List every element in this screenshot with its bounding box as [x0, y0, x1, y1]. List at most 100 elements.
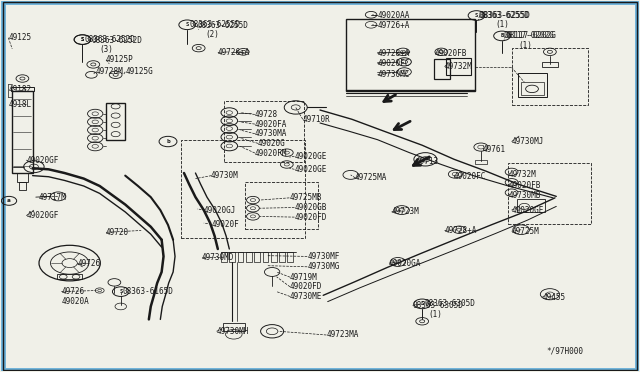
Text: 08363-6305D: 08363-6305D	[424, 299, 475, 308]
Text: 49725M: 49725M	[511, 227, 540, 236]
Text: 49713: 49713	[416, 157, 439, 166]
Text: 49125: 49125	[8, 33, 31, 42]
Bar	[12, 92, 33, 173]
Text: 4918L: 4918L	[8, 100, 31, 109]
Text: 08363-6255D: 08363-6255D	[478, 11, 529, 20]
Bar	[516, 199, 545, 212]
Text: 49020FD: 49020FD	[290, 282, 323, 291]
Text: 49726+A: 49726+A	[218, 48, 250, 57]
Bar	[223, 323, 245, 331]
Bar	[224, 101, 304, 162]
Text: 49020GE: 49020GE	[294, 165, 327, 174]
Text: a: a	[7, 198, 11, 203]
Bar	[244, 182, 318, 229]
Text: S: S	[475, 13, 478, 18]
Text: B: B	[500, 33, 504, 38]
Text: 49717M: 49717M	[39, 193, 67, 202]
Bar	[180, 140, 305, 238]
Text: 49020FM: 49020FM	[255, 148, 287, 157]
Bar	[254, 251, 260, 262]
Text: 49726: 49726	[61, 287, 84, 296]
Text: 49020FA: 49020FA	[255, 120, 287, 129]
Text: 49020A: 49020A	[61, 297, 89, 306]
Text: 49730ME: 49730ME	[290, 292, 323, 301]
Text: 49732M: 49732M	[445, 62, 472, 71]
Bar	[542, 62, 557, 67]
Text: 49020AA: 49020AA	[378, 11, 410, 20]
Text: 49020GE: 49020GE	[294, 152, 327, 161]
Text: S: S	[186, 22, 189, 27]
Text: 49020GE: 49020GE	[511, 206, 544, 215]
Text: 49020F: 49020F	[211, 220, 239, 229]
Text: (2): (2)	[205, 30, 219, 39]
Bar	[508, 163, 591, 224]
Text: 49725MA: 49725MA	[355, 173, 387, 182]
Text: 49020GJ: 49020GJ	[204, 206, 236, 215]
Text: (1): (1)	[495, 20, 509, 29]
Text: 49728: 49728	[255, 110, 278, 119]
Text: 49725MB: 49725MB	[289, 193, 322, 202]
Text: 49730MB: 49730MB	[508, 191, 541, 200]
Text: 49728+A: 49728+A	[445, 226, 477, 235]
Text: 49730MH: 49730MH	[216, 327, 249, 336]
Bar	[237, 251, 243, 262]
Text: 49125P: 49125P	[106, 55, 134, 64]
Text: 49020GF: 49020GF	[26, 155, 59, 164]
Text: 08117-0202G: 08117-0202G	[505, 31, 556, 41]
Text: 08117-0202G: 08117-0202G	[504, 31, 555, 41]
Text: 49728M: 49728M	[95, 67, 123, 76]
Text: */97H000: */97H000	[547, 346, 584, 355]
Bar	[57, 274, 83, 279]
Bar	[346, 19, 474, 92]
Bar	[287, 251, 293, 262]
Text: 49732M: 49732M	[508, 170, 536, 179]
Bar	[221, 251, 227, 262]
Text: 08363-6165D: 08363-6165D	[123, 287, 173, 296]
Text: 49020FC: 49020FC	[378, 59, 410, 68]
Bar	[19, 182, 26, 190]
Text: S: S	[81, 37, 84, 42]
Bar	[106, 103, 125, 140]
Bar	[11, 87, 34, 92]
Bar	[246, 251, 252, 262]
Text: 08363-6255D: 08363-6255D	[189, 20, 240, 29]
Text: 49455: 49455	[542, 293, 565, 302]
Text: 49726: 49726	[77, 259, 100, 268]
Text: 49020FD: 49020FD	[294, 213, 327, 222]
Text: S: S	[420, 301, 424, 307]
Bar	[271, 251, 276, 262]
Text: 49182: 49182	[8, 85, 31, 94]
Bar	[262, 251, 268, 262]
Text: 08363-6252D: 08363-6252D	[84, 35, 135, 44]
Text: 49020G: 49020G	[258, 139, 286, 148]
Text: 49730MA: 49730MA	[255, 129, 287, 138]
Bar	[521, 82, 543, 95]
Text: S: S	[81, 37, 84, 42]
Text: 49020FC: 49020FC	[454, 172, 486, 181]
Text: 08363-6255D: 08363-6255D	[197, 21, 248, 30]
Bar	[518, 73, 547, 97]
Text: 49020FB: 49020FB	[508, 181, 541, 190]
Bar	[447, 58, 470, 75]
Text: 49730MC: 49730MC	[378, 70, 410, 79]
Text: 49761: 49761	[483, 145, 506, 154]
Text: 49020GB: 49020GB	[294, 203, 327, 212]
Text: 49710R: 49710R	[303, 115, 330, 124]
Text: 49125G: 49125G	[125, 67, 153, 76]
Text: S: S	[119, 289, 122, 294]
Text: 49020GA: 49020GA	[389, 259, 421, 267]
Text: (1): (1)	[518, 41, 532, 50]
Text: 08363-6305D: 08363-6305D	[413, 301, 463, 310]
Bar	[279, 251, 285, 262]
Bar	[229, 251, 235, 262]
Bar	[434, 59, 450, 79]
Bar	[474, 160, 487, 164]
Text: (3): (3)	[100, 45, 113, 54]
Text: 49730MF: 49730MF	[307, 252, 340, 261]
Text: 49723MA: 49723MA	[326, 330, 359, 340]
Text: 49020GF: 49020GF	[26, 211, 59, 220]
Text: 08363-6252D: 08363-6252D	[92, 36, 142, 45]
Text: 08363-6255D: 08363-6255D	[479, 11, 531, 20]
Text: 49726+A: 49726+A	[378, 21, 410, 30]
Text: 49720: 49720	[106, 228, 129, 237]
